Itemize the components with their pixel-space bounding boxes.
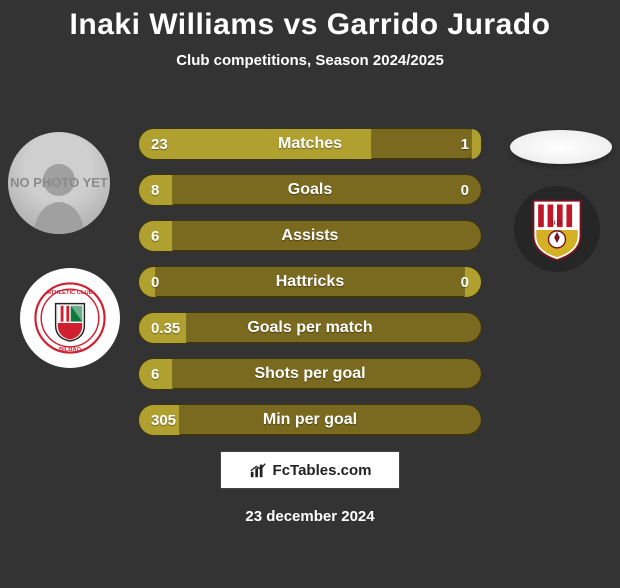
footer-date: 23 december 2024: [0, 508, 620, 525]
stat-label: Matches: [139, 129, 481, 159]
chart-icon: [249, 461, 267, 479]
stat-row: Matches23 1: [138, 128, 482, 160]
svg-text:U.D.: U.D.: [551, 220, 563, 226]
ud-logrones-badge-icon: U.D.: [528, 196, 586, 262]
player-left-avatar: NO PHOTO YET: [8, 132, 110, 234]
stat-label: Hattricks: [139, 267, 481, 297]
player-right-avatar: [510, 130, 612, 164]
athletic-club-badge-icon: ATHLETIC CLUB BILBAO: [34, 282, 106, 354]
svg-text:BILBAO: BILBAO: [59, 347, 82, 353]
player-right-club-badge: U.D.: [514, 186, 600, 272]
stat-row: Goals per match0.35: [138, 312, 482, 344]
avatar-silhouette-icon: [24, 156, 94, 234]
stat-value-left: 6: [151, 221, 159, 251]
stat-label: Min per goal: [139, 405, 481, 435]
stat-row: Goals8 0: [138, 174, 482, 206]
no-photo-label: NO PHOTO YET: [10, 176, 108, 190]
subtitle: Club competitions, Season 2024/2025: [0, 52, 620, 69]
page-title: Inaki Williams vs Garrido Jurado: [0, 8, 620, 42]
svg-text:ATHLETIC CLUB: ATHLETIC CLUB: [47, 290, 93, 296]
stat-label: Goals: [139, 175, 481, 205]
player-left-club-badge: ATHLETIC CLUB BILBAO: [20, 268, 120, 368]
stat-value-right: 1: [461, 129, 469, 159]
stat-value-right: 0: [461, 267, 469, 297]
footer-site-label: FcTables.com: [273, 462, 372, 479]
stat-value-right: 0: [461, 175, 469, 205]
stat-value-left: 305: [151, 405, 176, 435]
footer-logo[interactable]: FcTables.com: [220, 451, 400, 489]
stat-label: Shots per goal: [139, 359, 481, 389]
stat-label: Assists: [139, 221, 481, 251]
stat-value-left: 0: [151, 267, 159, 297]
stat-value-left: 0.35: [151, 313, 180, 343]
stat-value-left: 8: [151, 175, 159, 205]
stat-value-left: 6: [151, 359, 159, 389]
stat-row: Assists6: [138, 220, 482, 252]
stat-label: Goals per match: [139, 313, 481, 343]
stat-row: Min per goal305: [138, 404, 482, 436]
stat-row: Hattricks0 0: [138, 266, 482, 298]
stat-value-left: 23: [151, 129, 168, 159]
stats-container: Matches231Goals80Assists6Hattricks00Goal…: [138, 128, 482, 450]
stat-row: Shots per goal6: [138, 358, 482, 390]
